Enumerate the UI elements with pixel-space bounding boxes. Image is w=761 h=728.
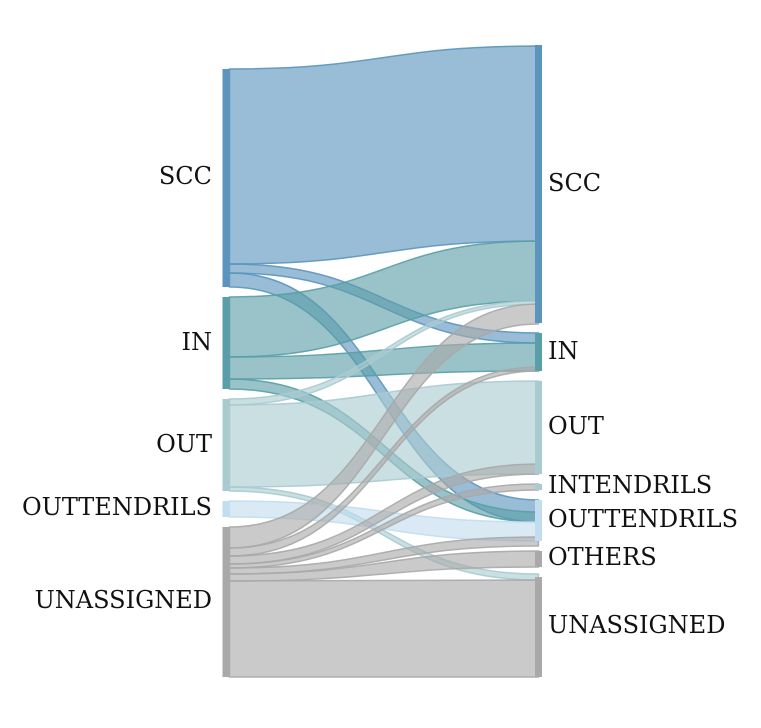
flow-unassigned-to-others: [228, 536, 540, 575]
right-node-outtendrils: [535, 500, 542, 541]
left-node-out: [222, 399, 230, 491]
flow-unassigned-to-scc: [228, 303, 540, 549]
right-label-unassigned: UNASSIGNED: [548, 611, 725, 639]
left-label-in: IN: [182, 328, 212, 356]
left-node-in: [222, 297, 230, 389]
right-label-out: OUT: [548, 412, 604, 440]
flows-layer: [228, 45, 540, 678]
right-node-others: [535, 551, 542, 567]
left-label-out: OUT: [156, 430, 212, 458]
right-node-in: [535, 333, 542, 371]
flow-scc-to-scc: [228, 45, 540, 265]
right-node-out: [535, 381, 542, 474]
left-node-outtendrils: [222, 501, 230, 517]
right-node-unassigned: [535, 577, 542, 677]
left-label-unassigned: UNASSIGNED: [35, 586, 212, 614]
left-label-outtendrils: OUTTENDRILS: [22, 493, 212, 521]
right-label-others: OTHERS: [548, 543, 657, 571]
nodes-layer: [222, 45, 542, 677]
right-label-in: IN: [548, 337, 578, 365]
right-label-intendrils: INTENDRILS: [548, 471, 712, 499]
right-node-scc: [535, 45, 542, 323]
left-node-unassigned: [222, 527, 230, 677]
right-node-intendrils: [535, 484, 542, 490]
right-label-scc: SCC: [548, 169, 601, 197]
labels-layer: SCC IN OUT OUTTENDRILS UNASSIGNED SCC IN…: [22, 162, 738, 639]
left-label-scc: SCC: [159, 162, 212, 190]
flow-unassigned-to-unassigned: [228, 579, 540, 678]
right-label-outtendrils: OUTTENDRILS: [548, 505, 738, 533]
left-node-scc: [222, 69, 230, 287]
